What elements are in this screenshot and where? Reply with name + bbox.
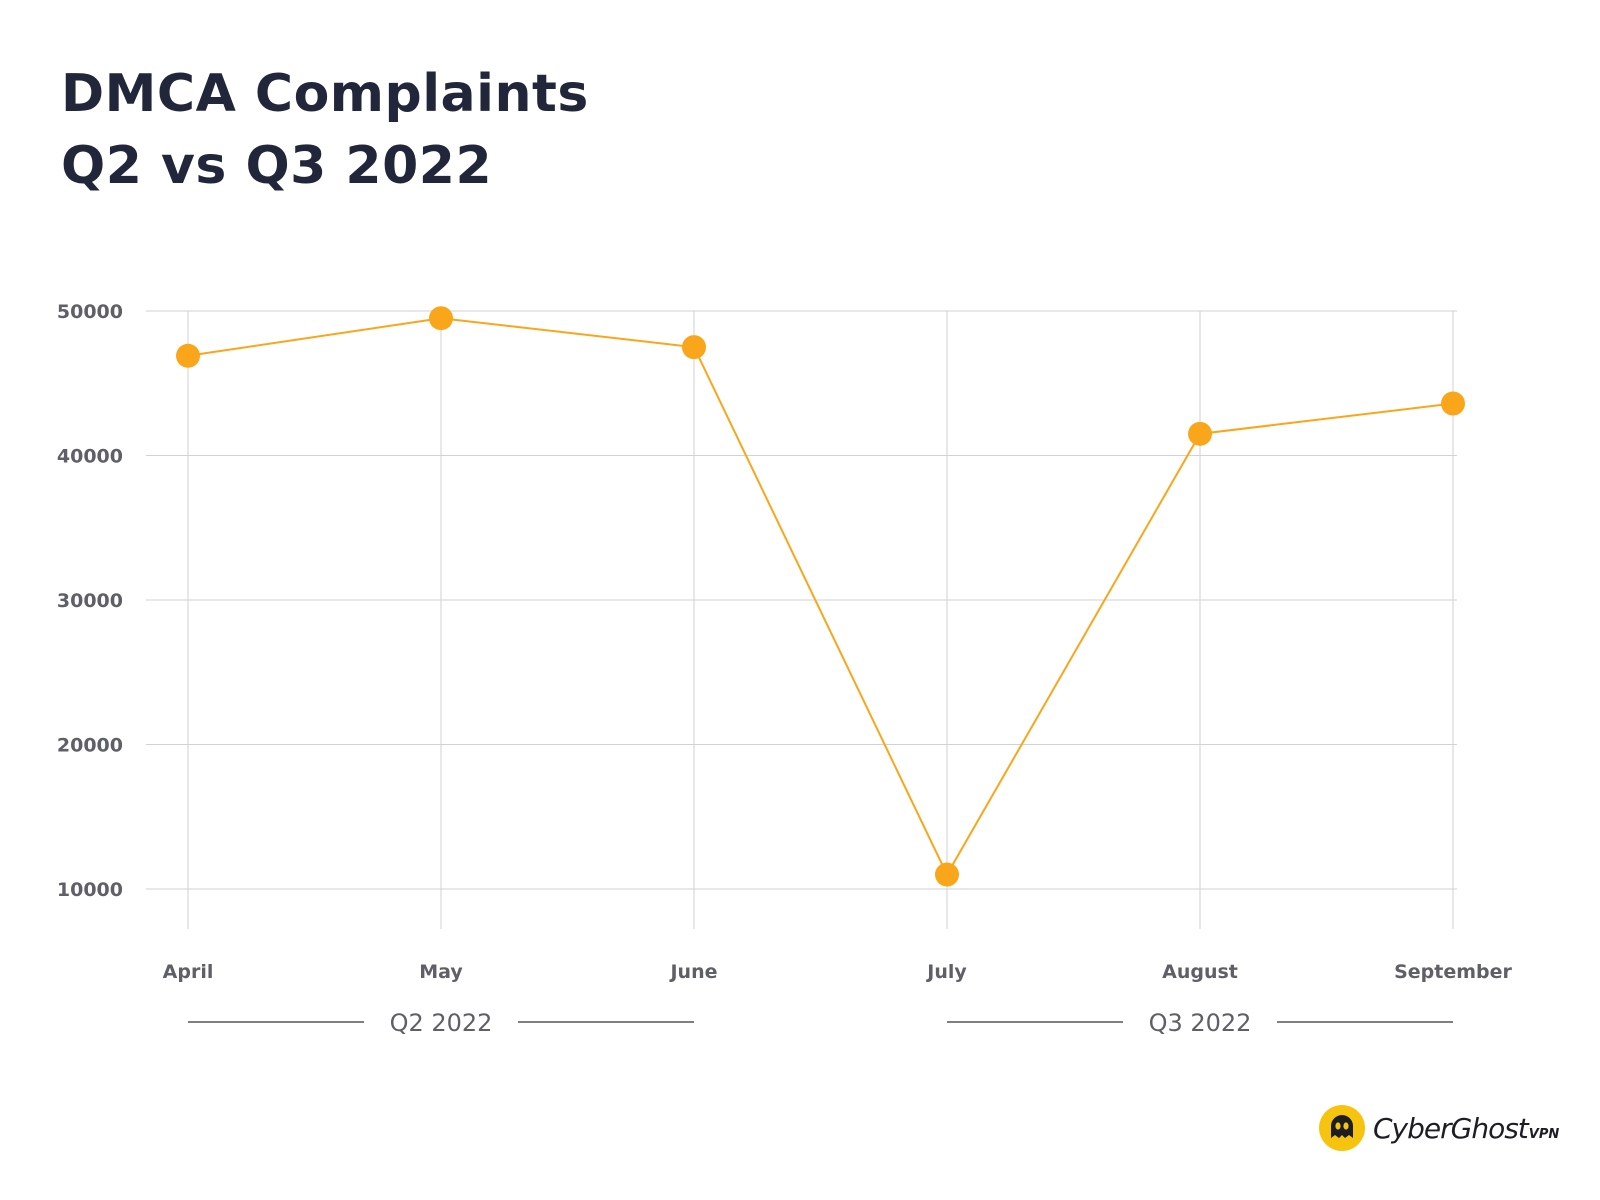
brand-logo: CyberGhost VPN: [1319, 1105, 1559, 1151]
brand-suffix: VPN: [1528, 1127, 1560, 1142]
series: [176, 306, 1465, 887]
data-point-september: [1441, 391, 1465, 416]
data-point-june: [682, 335, 706, 360]
series-line: [187, 317, 1454, 877]
chart-subtitle: Q2 vs Q3 2022: [61, 136, 493, 196]
y-tick-label: 10000: [57, 879, 123, 901]
y-tick-label: 30000: [57, 590, 123, 612]
ghost-icon: [1319, 1105, 1365, 1151]
y-tick-label: 40000: [57, 446, 123, 468]
x-tick-label: June: [668, 961, 717, 983]
data-point-april: [176, 343, 200, 368]
quarter-groups: Q2 2022 Q3 2022: [188, 1009, 1453, 1037]
grid: [146, 310, 1457, 929]
x-tick-label: July: [925, 961, 967, 983]
group-label: Q3 2022: [1149, 1009, 1252, 1037]
chart-title: DMCA Complaints Q2 vs Q3 2022: [61, 58, 589, 202]
x-axis-ticks: April May June July August September: [163, 961, 1513, 983]
brand-name: CyberGhost: [1373, 1111, 1529, 1145]
data-point-august: [1188, 421, 1212, 446]
y-axis-ticks: 10000 20000 30000 40000 50000: [57, 301, 123, 901]
chart-title-line1: DMCA Complaints: [61, 64, 589, 124]
y-tick-label: 20000: [57, 735, 123, 757]
x-tick-label: May: [419, 961, 463, 983]
y-tick-label: 50000: [57, 301, 123, 323]
x-tick-label: August: [1162, 961, 1238, 983]
data-point-may: [429, 306, 453, 331]
x-tick-label: April: [163, 961, 214, 983]
x-tick-label: September: [1394, 961, 1512, 983]
data-point-july: [935, 862, 959, 887]
group-label: Q2 2022: [390, 1009, 493, 1037]
